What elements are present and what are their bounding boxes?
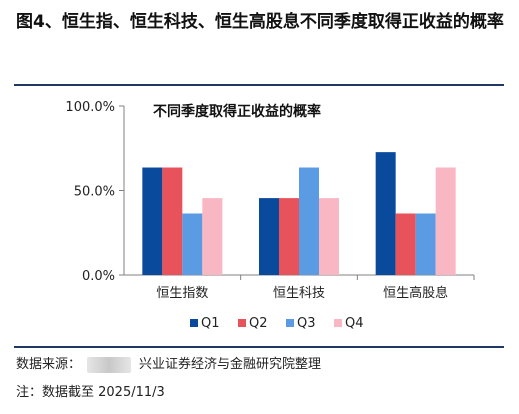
- footer-rule: [14, 346, 504, 348]
- bar-q2-1: [162, 167, 183, 275]
- bar-q4-2: [319, 198, 339, 275]
- y-tick-label: 0.0%: [82, 269, 115, 284]
- legend-label-q4: Q4: [345, 316, 364, 331]
- bar-q4-3: [435, 167, 456, 275]
- title-rule: [14, 84, 504, 86]
- bar-q3-1: [182, 213, 203, 275]
- redacted-logo: [87, 357, 132, 373]
- source-suffix: 兴业证券经济与金融研究院整理: [139, 357, 322, 372]
- legend-label-q2: Q2: [249, 316, 268, 331]
- bar-q2-2: [279, 198, 299, 275]
- legend-swatch-q1: [190, 319, 198, 327]
- bar-q2-3: [395, 213, 416, 275]
- bar-q4-1: [202, 198, 223, 275]
- bar-q3-3: [415, 213, 436, 275]
- legend-swatch-q2: [238, 319, 246, 327]
- x-category-label: 恒生指数: [156, 286, 208, 301]
- source-line: 数据来源： 兴业证券经济与金融研究院整理: [16, 356, 321, 374]
- bar-q3-2: [299, 167, 319, 275]
- x-category-label: 恒生科技: [273, 286, 325, 301]
- data-note: 注：数据截至 2025/11/3: [16, 385, 165, 400]
- legend-swatch-q4: [334, 319, 342, 327]
- figure-title: 图4、恒生指、恒生科技、恒生高股息不同季度取得正收益的概率: [16, 12, 504, 32]
- legend-label-q1: Q1: [201, 316, 220, 331]
- y-tick-label: 100.0%: [65, 100, 115, 115]
- y-tick-label: 50.0%: [74, 185, 115, 200]
- x-category-label: 恒生高股息: [383, 285, 448, 301]
- chart-title: 不同季度取得正收益的概率: [153, 103, 321, 120]
- bar-q1-3: [375, 152, 396, 275]
- legend-swatch-q3: [286, 319, 294, 327]
- bar-q1-1: [142, 167, 163, 275]
- bar-q1-2: [259, 198, 279, 275]
- source-prefix: 数据来源：: [16, 357, 82, 372]
- legend-label-q3: Q3: [297, 316, 316, 331]
